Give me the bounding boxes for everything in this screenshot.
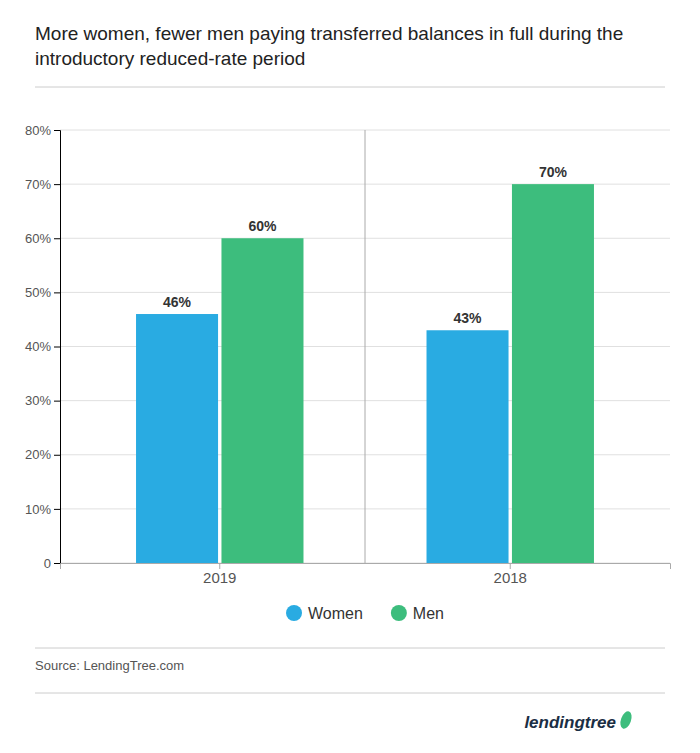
- y-tick-label: 60%: [25, 231, 51, 246]
- logo-leaf: [618, 710, 634, 730]
- bar: [136, 314, 218, 563]
- legend-swatch: [286, 605, 302, 621]
- source: Source: LendingTree.com: [35, 658, 184, 673]
- legend: Women Men: [286, 605, 444, 622]
- title-line: introductory reduced-rate period: [35, 48, 305, 69]
- bar-series: [136, 314, 508, 563]
- y-tick-label: 40%: [25, 339, 51, 354]
- group-separator: [365, 130, 366, 563]
- chart-container: More women, fewer men paying transferred…: [0, 0, 700, 753]
- y-axis-line: [54, 131, 61, 564]
- footer-rule: [35, 693, 665, 694]
- y-tick-mark: [54, 130, 60, 131]
- y-tick-mark: [54, 184, 60, 185]
- y-tick-label: 20%: [25, 447, 51, 462]
- y-tick-mark: [54, 238, 60, 239]
- title-rule: [35, 87, 665, 88]
- legend-item: Women: [286, 605, 363, 622]
- y-tick-label: 70%: [25, 177, 51, 192]
- y-tick-mark: [54, 563, 60, 564]
- y-tick: 0: [44, 556, 60, 571]
- x-axis-line: [61, 564, 671, 570]
- x-tick-label: 2019: [203, 569, 236, 586]
- legend-label: Women: [308, 605, 363, 622]
- y-tick-label: 80%: [25, 123, 51, 138]
- legend-label: Men: [413, 605, 444, 622]
- bar: [221, 238, 303, 563]
- grid: [60, 130, 670, 563]
- chart-svg: More women, fewer men paying transferred…: [0, 0, 700, 753]
- y-tick-mark: [54, 347, 60, 348]
- data-label: 46%: [163, 294, 192, 310]
- bar: [427, 330, 509, 563]
- plot: 0 10% 20% 30% 40% 50% 60% 70% 80% 46% 43% 60% 70% 201…: [25, 123, 671, 586]
- bar: [512, 184, 594, 563]
- y-tick: 60%: [25, 231, 60, 246]
- y-axis: 0 10% 20% 30% 40% 50% 60% 70% 80%: [25, 123, 61, 571]
- y-tick-label: 10%: [25, 502, 51, 517]
- footer-rule: [35, 648, 665, 649]
- y-tick-mark: [54, 401, 60, 402]
- y-tick-mark: [54, 509, 60, 510]
- data-labels: 46% 43% 60% 70%: [163, 164, 567, 326]
- y-tick: 20%: [25, 447, 60, 462]
- y-tick-label: 0: [44, 556, 51, 571]
- y-tick: 10%: [25, 502, 60, 517]
- y-tick-label: 50%: [25, 285, 51, 300]
- y-tick-label: 30%: [25, 393, 51, 408]
- legend-swatch: [391, 605, 407, 621]
- x-tick: 2019: [203, 563, 236, 586]
- y-tick-mark: [54, 292, 60, 293]
- title: More women, fewer men paying transferred…: [35, 23, 623, 69]
- y-tick: 80%: [25, 123, 60, 138]
- y-tick: 40%: [25, 339, 60, 354]
- bars: [136, 184, 594, 563]
- y-tick: 70%: [25, 177, 60, 192]
- x-tick-label: 2018: [494, 569, 527, 586]
- x-axis: 2019 2018: [61, 563, 671, 586]
- data-label: 43%: [454, 310, 483, 326]
- y-tick-mark: [54, 455, 60, 456]
- y-tick: 30%: [25, 393, 60, 408]
- data-label: 70%: [539, 164, 568, 180]
- x-tick: 2018: [494, 563, 527, 586]
- bar-series: [221, 184, 593, 563]
- legend-item: Men: [391, 605, 444, 622]
- data-label: 60%: [248, 218, 277, 234]
- title-line: More women, fewer men paying transferred…: [35, 23, 623, 44]
- y-tick: 50%: [25, 285, 60, 300]
- logo-text: lendingtree: [524, 713, 616, 732]
